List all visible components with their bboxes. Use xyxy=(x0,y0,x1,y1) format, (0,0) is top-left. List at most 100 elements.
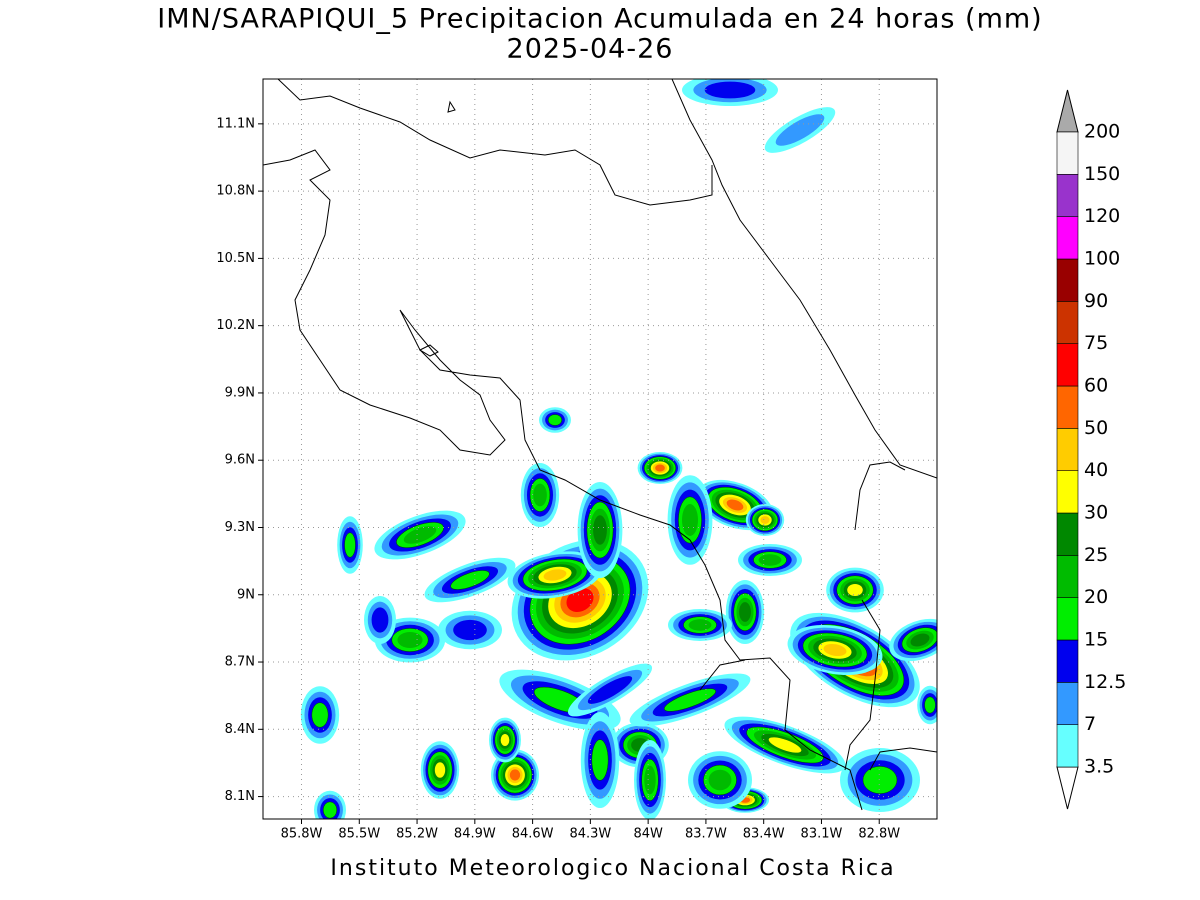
colorbar-label: 25 xyxy=(1084,544,1108,566)
colorbar-box xyxy=(1056,470,1079,514)
rain-cell xyxy=(371,607,389,633)
rain-cell xyxy=(682,504,698,536)
subtitle: 2025-04-26 xyxy=(507,34,674,65)
rain-cell xyxy=(823,643,847,657)
rain-cell xyxy=(591,739,609,781)
colorbar-under xyxy=(1056,766,1079,810)
rain-cell xyxy=(397,632,423,648)
colorbar-label: 12.5 xyxy=(1084,671,1126,693)
x-tick-label: 84.9W xyxy=(454,827,496,842)
colorbar-box xyxy=(1056,428,1079,471)
y-tick-label: 11.1N xyxy=(216,116,255,131)
rain-cell xyxy=(768,737,802,753)
y-tick-label: 10.8N xyxy=(216,184,255,199)
rain-cell xyxy=(547,414,563,426)
rain-cell xyxy=(708,769,732,791)
rain-cell xyxy=(760,516,770,524)
rain-cell xyxy=(500,733,510,747)
colorbar-box xyxy=(1056,258,1079,302)
x-tick-label: 83.7W xyxy=(685,827,727,842)
colorbar-box xyxy=(1056,343,1079,387)
colorbar-label: 75 xyxy=(1084,332,1108,354)
rain-cell xyxy=(688,619,712,631)
y-tick-label: 9N xyxy=(237,587,255,602)
y-tick-label: 8.4N xyxy=(225,722,255,737)
x-tick-label: 85.2W xyxy=(396,827,438,842)
rain-cell xyxy=(664,688,716,712)
colorbar-label: 30 xyxy=(1084,502,1108,524)
coastline xyxy=(854,461,906,531)
x-tick-label: 84W xyxy=(633,827,663,842)
rain-cell xyxy=(775,114,825,146)
rain-cell xyxy=(587,676,633,704)
colorbar-box xyxy=(1056,682,1079,725)
colorbar-over xyxy=(1056,89,1079,133)
colorbar-box xyxy=(1056,131,1079,175)
x-tick-label: 85.5W xyxy=(338,827,380,842)
rain-cell xyxy=(543,569,567,581)
map-frame xyxy=(262,78,938,820)
rain-cell xyxy=(344,532,356,558)
colorbar-label: 50 xyxy=(1084,417,1108,439)
y-tick-label: 8.7N xyxy=(225,655,255,670)
colorbar-label: 150 xyxy=(1084,163,1120,185)
y-tick-label: 9.9N xyxy=(225,385,255,400)
y-tick-label: 9.3N xyxy=(225,520,255,535)
title: IMN/SARAPIQUI_5 Precipitacion Acumulada … xyxy=(157,4,1042,35)
rain-cell xyxy=(910,633,930,647)
y-tick-label: 10.5N xyxy=(216,251,255,266)
coastlines xyxy=(263,79,937,811)
rain-cell xyxy=(704,81,756,99)
rain-cell xyxy=(726,499,744,511)
rain-cell xyxy=(434,762,446,778)
x-tick-label: 83.1W xyxy=(801,827,843,842)
rain-cell xyxy=(924,696,936,714)
y-tick-label: 10.2N xyxy=(216,318,255,333)
rain-cell xyxy=(322,801,338,819)
colorbar-box xyxy=(1056,724,1079,768)
x-tick-label: 82.8W xyxy=(858,827,900,842)
colorbar-label: 20 xyxy=(1084,586,1108,608)
coastline xyxy=(844,599,881,771)
colorbar-box xyxy=(1056,385,1079,429)
y-tick-label: 8.1N xyxy=(225,789,255,804)
colorbar-label: 15 xyxy=(1084,629,1108,651)
colorbar-label: 60 xyxy=(1084,375,1108,397)
rain-cell xyxy=(311,702,329,728)
colorbar-label: 100 xyxy=(1084,248,1120,270)
colorbar-box xyxy=(1056,639,1079,683)
colorbar-box xyxy=(1056,301,1079,344)
rain-cell xyxy=(566,588,594,612)
rain-cell xyxy=(593,515,607,545)
rain-cell xyxy=(758,554,782,566)
x-tick-label: 84.3W xyxy=(569,827,611,842)
colorbar-label: 40 xyxy=(1084,459,1108,481)
colorbar-box xyxy=(1056,597,1079,641)
rain-cell xyxy=(655,464,665,472)
rain-cell xyxy=(847,583,863,597)
colorbar: 3.5 7 12.5 15 20 25 30 40 50 60 75 90 100 120 150 200 xyxy=(1056,89,1126,810)
footer: Instituto Meteorologico Nacional Costa R… xyxy=(330,856,895,881)
coastline xyxy=(699,659,746,691)
colorbar-box xyxy=(1056,216,1079,260)
rain-cell xyxy=(739,602,751,622)
grid xyxy=(258,79,937,824)
x-tick-label: 84.6W xyxy=(512,827,554,842)
colorbar-label: 120 xyxy=(1084,205,1120,227)
precip-field xyxy=(300,79,937,819)
coastline xyxy=(418,100,456,357)
x-tick-label: 85.8W xyxy=(281,827,323,842)
colorbar-box xyxy=(1056,174,1079,217)
y-tick-label: 9.6N xyxy=(225,453,255,468)
colorbar-box xyxy=(1056,555,1079,598)
rain-cell xyxy=(862,766,898,794)
rain-cell xyxy=(509,769,521,781)
colorbar-label: 200 xyxy=(1084,121,1120,143)
coastline xyxy=(263,149,863,811)
colorbar-label: 7 xyxy=(1084,713,1096,735)
rain-cell xyxy=(403,526,437,544)
coastline xyxy=(869,747,937,771)
rain-cell xyxy=(450,570,490,590)
rain-cell xyxy=(533,483,547,507)
